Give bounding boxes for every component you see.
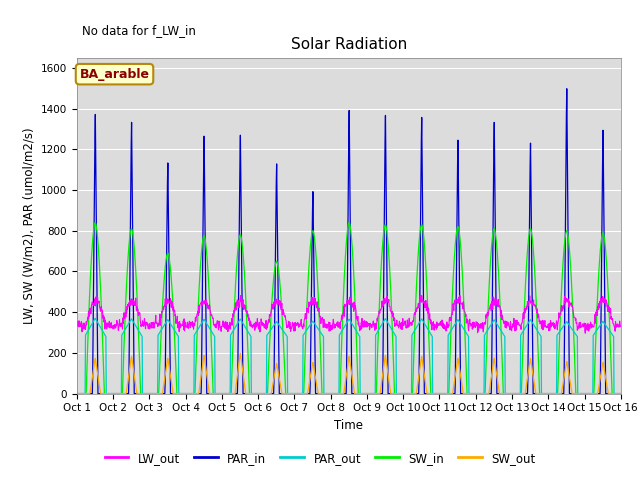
LW_out — [287, 324, 294, 329]
PAR_out — [92, 315, 99, 321]
SW_in — [73, 391, 81, 396]
LW_out — [193, 312, 201, 317]
PAR_in — [617, 391, 625, 396]
LW_out — [617, 324, 625, 329]
SW_out — [522, 385, 530, 391]
PAR_out — [569, 327, 577, 333]
SW_out — [617, 391, 625, 396]
PAR_in — [73, 391, 81, 396]
LW_out — [300, 321, 307, 327]
Line: LW_out: LW_out — [77, 296, 621, 333]
SW_out — [73, 391, 81, 396]
SW_out — [569, 391, 577, 396]
PAR_in — [563, 86, 571, 92]
SW_out — [433, 391, 440, 396]
SW_in — [287, 391, 294, 396]
PAR_out — [193, 327, 201, 333]
SW_in — [92, 220, 99, 226]
PAR_in — [569, 391, 577, 396]
SW_out — [287, 391, 294, 396]
Line: PAR_out: PAR_out — [77, 318, 621, 394]
Line: PAR_in: PAR_in — [77, 89, 621, 394]
PAR_out — [617, 391, 625, 396]
SW_in — [569, 308, 577, 314]
LW_out — [417, 293, 424, 299]
SW_in — [617, 391, 625, 396]
PAR_out — [287, 391, 294, 396]
PAR_out — [73, 391, 81, 396]
SW_out — [300, 391, 308, 396]
SW_in — [522, 272, 530, 277]
PAR_out — [433, 391, 440, 396]
Text: BA_arable: BA_arable — [79, 68, 150, 81]
LW_out — [582, 330, 589, 336]
Text: No data for f_LW_in: No data for f_LW_in — [82, 24, 196, 37]
PAR_out — [522, 324, 530, 330]
SW_out — [193, 391, 201, 396]
LW_out — [569, 306, 577, 312]
SW_in — [433, 391, 440, 396]
Title: Solar Radiation: Solar Radiation — [291, 37, 407, 52]
PAR_in — [432, 391, 440, 396]
PAR_in — [287, 391, 294, 396]
LW_out — [522, 307, 530, 313]
Line: SW_out: SW_out — [77, 353, 621, 394]
PAR_in — [193, 391, 201, 396]
Line: SW_in: SW_in — [77, 223, 621, 394]
PAR_in — [300, 391, 307, 396]
PAR_out — [300, 331, 308, 337]
X-axis label: Time: Time — [334, 419, 364, 432]
PAR_in — [522, 391, 529, 396]
SW_in — [193, 325, 201, 331]
SW_in — [300, 388, 308, 394]
Y-axis label: LW, SW (W/m2), PAR (umol/m2/s): LW, SW (W/m2), PAR (umol/m2/s) — [22, 127, 35, 324]
SW_out — [237, 350, 244, 356]
Legend: LW_out, PAR_in, PAR_out, SW_in, SW_out: LW_out, PAR_in, PAR_out, SW_in, SW_out — [100, 447, 540, 469]
LW_out — [73, 320, 81, 325]
LW_out — [433, 326, 440, 332]
